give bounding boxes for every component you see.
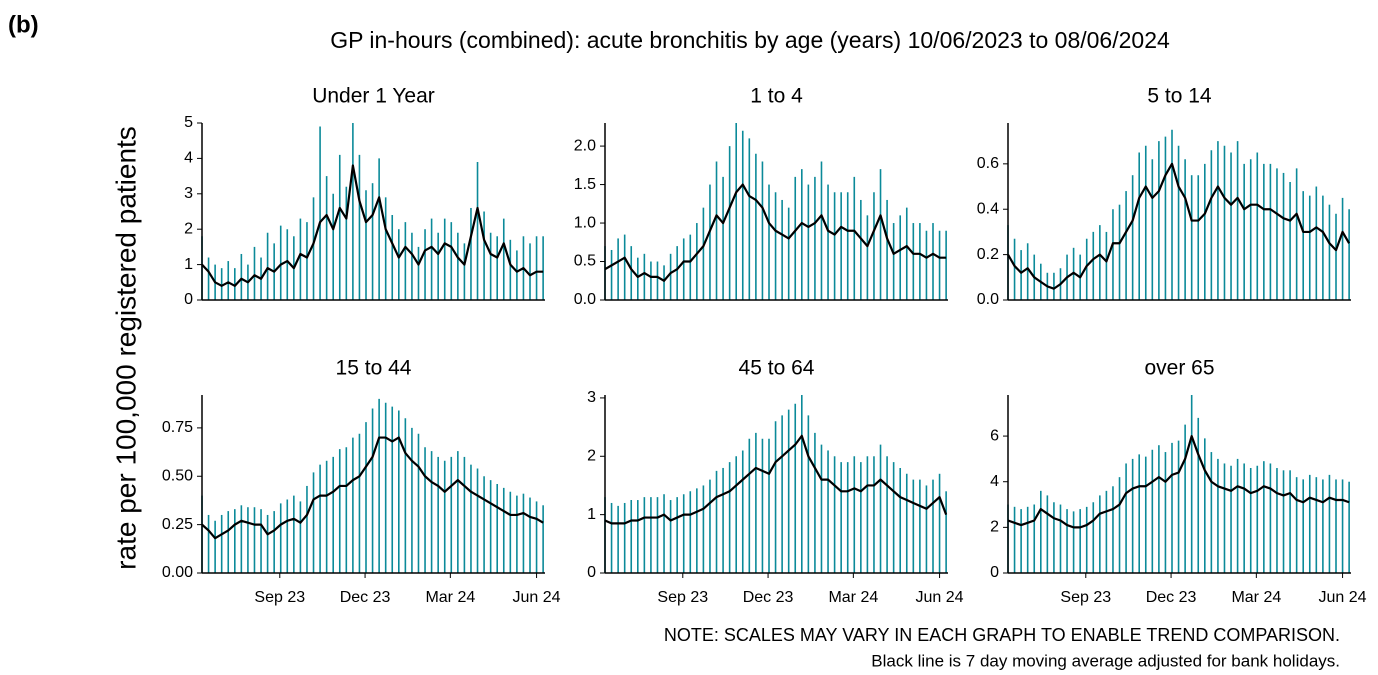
y-tick-label: 1.5	[574, 176, 596, 193]
panel-title: 45 to 64	[739, 357, 815, 380]
x-tick-label: Jun 24	[1319, 589, 1367, 606]
x-tick-label: Mar 24	[828, 589, 878, 606]
y-tick-label: 0.75	[162, 419, 193, 436]
y-tick-label: 2	[990, 519, 999, 536]
x-tick-label: Jun 24	[916, 589, 964, 606]
y-tick-label: 3	[184, 185, 193, 202]
x-tick-label: Dec 23	[743, 589, 794, 606]
y-tick-label: 1	[184, 256, 193, 273]
x-tick-label: Dec 23	[1146, 589, 1197, 606]
moving-average-line	[1007, 434, 1350, 529]
y-tick-label: 2.0	[574, 137, 596, 154]
moving-average-line	[201, 164, 544, 287]
y-tick-label: 1	[587, 506, 596, 523]
y-tick-label: 0.4	[977, 200, 999, 217]
y-tick-label: 0.0	[977, 291, 999, 308]
y-tick-label: 4	[184, 150, 193, 167]
y-tick-label: 0.5	[574, 253, 596, 270]
note: Black line is 7 day moving average adjus…	[871, 651, 1340, 670]
y-tick-label: 4	[990, 473, 999, 490]
y-tick-label: 0	[990, 564, 999, 581]
panel: over 65 0 2 4 6 Sep 23 Dec 23 Mar 24 Jun 24	[990, 357, 1367, 607]
panel: 45 to 64 0 1 2 3 Sep 23 Dec 23 Mar 24 Jun 24	[587, 357, 964, 607]
y-tick-label: 0.50	[162, 467, 193, 484]
y-tick-label: 3	[587, 389, 596, 406]
y-tick-label: 0.2	[977, 246, 999, 263]
panel: 15 to 44 0.00 0.25 0.50 0.75 Sep 23 Dec 23 Mar …	[162, 357, 561, 607]
y-tick-label: 0	[184, 291, 193, 308]
x-tick-label: Dec 23	[340, 589, 391, 606]
panel: Under 1 Year 0 1 2 3 4 5	[184, 85, 545, 308]
moving-average-line	[604, 434, 948, 525]
panel-label: (b)	[8, 11, 39, 38]
panel-title: 5 to 14	[1147, 85, 1212, 108]
y-tick-label: 0.0	[574, 291, 596, 308]
x-tick-label: Jun 24	[513, 589, 561, 606]
panel: 1 to 4 0.0 0.5 1.0 1.5 2.0	[574, 85, 948, 308]
x-tick-label: Mar 24	[425, 589, 475, 606]
panel-title: Under 1 Year	[312, 85, 435, 108]
y-tick-label: 1.0	[574, 214, 596, 231]
x-tick-label: Mar 24	[1231, 589, 1281, 606]
panel-title: over 65	[1144, 357, 1214, 380]
y-axis-label: rate per 100,000 registered patients	[110, 126, 141, 570]
y-tick-label: 6	[990, 427, 999, 444]
y-tick-label: 2	[184, 220, 193, 237]
moving-average-line	[604, 183, 947, 282]
panel-title: 15 to 44	[336, 357, 412, 380]
panel-title: 1 to 4	[750, 85, 803, 108]
figure-title: GP in-hours (combined): acute bronchitis…	[330, 27, 1170, 53]
x-tick-label: Sep 23	[1060, 589, 1111, 606]
moving-average-line	[201, 436, 544, 540]
moving-average-line	[1007, 162, 1351, 290]
panel: 5 to 14 0.0 0.2 0.4 0.6	[977, 85, 1351, 308]
y-tick-label: 2	[587, 447, 596, 464]
y-tick-label: 0.25	[162, 516, 193, 533]
y-tick-label: 5	[184, 114, 193, 131]
x-tick-label: Sep 23	[657, 589, 708, 606]
note: NOTE: SCALES MAY VARY IN EACH GRAPH TO E…	[664, 625, 1340, 645]
y-tick-label: 0.6	[977, 155, 999, 172]
x-tick-label: Sep 23	[254, 589, 305, 606]
y-tick-label: 0.00	[162, 564, 193, 581]
y-tick-label: 0	[587, 564, 596, 581]
